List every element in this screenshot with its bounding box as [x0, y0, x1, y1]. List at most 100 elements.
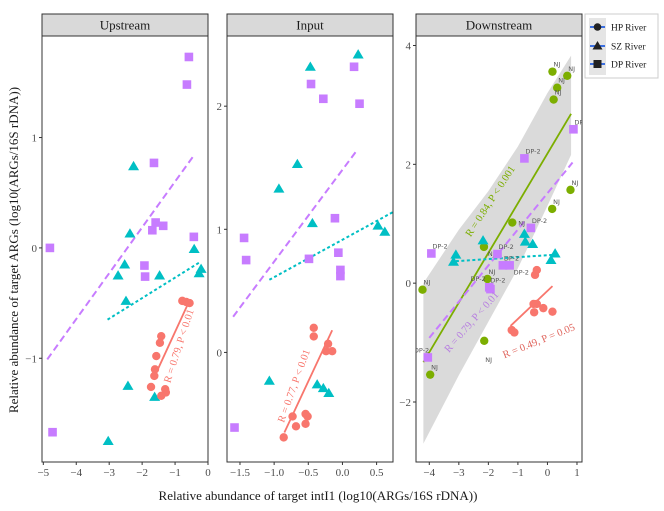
square-point	[184, 52, 194, 62]
point-label: DP-2	[470, 275, 485, 283]
point-label: NJ	[488, 268, 495, 276]
square-point	[140, 261, 149, 270]
point-label: NJ	[423, 279, 430, 287]
point-label: NJ	[571, 179, 578, 187]
circle-point	[549, 95, 558, 104]
point-label: NJ	[553, 61, 560, 69]
triangle-point	[119, 259, 131, 269]
square-point	[149, 158, 159, 168]
y-axis-title: Relative abundance of target ARGs (log10…	[6, 87, 21, 413]
circle-point	[303, 412, 312, 421]
triangle-point	[518, 228, 530, 238]
square-point	[355, 99, 364, 109]
triangle-point	[193, 267, 205, 278]
triangle-point	[379, 226, 391, 236]
circle-point	[552, 83, 562, 92]
point-label: NJ	[555, 89, 562, 97]
circle-point	[157, 331, 166, 341]
circle-point	[539, 303, 548, 313]
square-point	[423, 353, 433, 362]
y-tick-label: −1	[25, 353, 37, 365]
circle-point	[150, 365, 160, 374]
square-point	[486, 284, 495, 294]
y-tick-label: 0	[32, 243, 38, 255]
x-tick-label: −0.5	[298, 467, 318, 479]
point-label: DP-2	[532, 217, 547, 225]
circle-point	[185, 298, 194, 308]
facet-title: Downstream	[466, 18, 532, 33]
fit-line-nj	[422, 113, 572, 363]
circle-point	[155, 338, 165, 348]
y-tick-label: 2	[406, 159, 412, 171]
square-point	[306, 79, 316, 89]
x-tick-label: −2	[136, 467, 148, 479]
circle-point	[146, 382, 156, 392]
square-point	[151, 218, 160, 227]
triangle-point	[188, 243, 200, 253]
x-tick-label: −1	[169, 467, 181, 479]
circle-point	[321, 346, 331, 356]
triangle-point	[519, 236, 531, 246]
confidence-ribbon	[423, 55, 572, 444]
square-point	[140, 272, 150, 281]
y-tick-label: 0	[217, 347, 223, 359]
triangle-point	[306, 217, 318, 228]
x-tick-label: −5	[37, 467, 49, 479]
legend-item-dp-river: DP River	[590, 60, 647, 71]
point-label: DP-2	[490, 276, 505, 284]
point-label: DP-2	[514, 268, 529, 276]
y-tick-label: 1	[217, 224, 223, 236]
triangle-point	[263, 375, 275, 385]
triangle-point	[545, 254, 557, 264]
circle-marker-icon	[593, 23, 602, 31]
x-tick-label: −4	[423, 467, 435, 479]
triangle-point	[352, 49, 364, 59]
triangle-point	[154, 270, 166, 280]
circle-point	[157, 391, 166, 400]
legend-label: HP River	[611, 24, 647, 34]
x-tick-label: 0.5	[370, 467, 384, 479]
triangle-point	[291, 158, 303, 169]
circle-point	[483, 274, 492, 284]
x-tick-label: 0	[205, 467, 211, 479]
circle-point	[152, 351, 161, 361]
panel-border	[415, 35, 583, 463]
square-point	[158, 221, 168, 231]
plot-area	[227, 36, 393, 462]
square-point	[520, 154, 529, 163]
x-tick-label: −1.0	[264, 467, 284, 479]
point-label: NJ	[568, 65, 575, 73]
square-point	[48, 427, 57, 437]
legend-item-sz-river: SZ River	[590, 41, 646, 53]
point-label: DP-2	[414, 346, 429, 354]
triangle-point	[372, 220, 384, 230]
x-tick-label: −1.5	[230, 467, 250, 479]
circle-point	[548, 67, 557, 76]
square-point	[349, 62, 359, 72]
square-point	[45, 243, 55, 253]
circle-point	[479, 242, 489, 252]
panel-downstream: DownstreamNJNJNJNJNJNJNJNJNJNJNJNJDP-2DP…	[399, 13, 589, 479]
square-point	[334, 248, 343, 257]
circle-point	[323, 339, 333, 349]
point-label: DP-2	[574, 118, 589, 126]
square-point	[505, 261, 514, 270]
x-tick-label: −4	[70, 467, 82, 479]
triangle-point	[450, 249, 462, 259]
fit-line-dp-river	[232, 149, 358, 318]
triangle-point	[448, 256, 460, 266]
square-point	[241, 255, 251, 265]
point-label: NJ	[431, 364, 438, 372]
point-label: NJ	[488, 250, 495, 258]
circle-point	[508, 218, 517, 227]
square-point	[319, 94, 328, 104]
circle-point	[150, 371, 159, 381]
point-label: DP-2	[504, 254, 519, 262]
x-tick-label: 1	[574, 467, 580, 479]
triangle-point	[311, 379, 323, 389]
square-point	[336, 271, 345, 281]
